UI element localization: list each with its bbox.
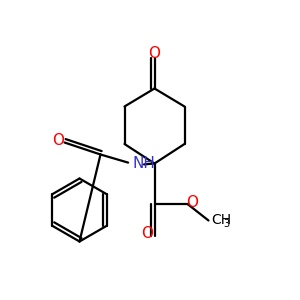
Text: O: O (52, 133, 64, 148)
Text: O: O (141, 226, 153, 242)
Text: CH: CH (212, 214, 232, 227)
Text: O: O (148, 46, 160, 61)
Text: NH: NH (132, 156, 155, 171)
Text: 3: 3 (223, 219, 229, 230)
Text: O: O (186, 195, 198, 210)
